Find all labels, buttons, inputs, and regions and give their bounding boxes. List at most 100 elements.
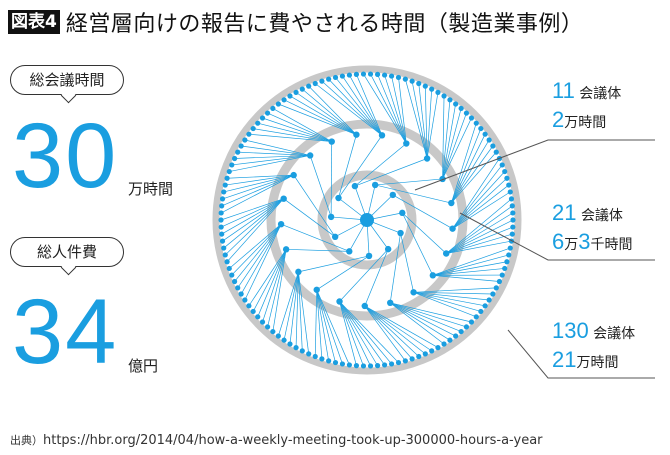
meeting-dot bbox=[280, 195, 287, 202]
meeting-dot bbox=[335, 194, 342, 202]
connector-line bbox=[339, 301, 357, 366]
meeting-dot bbox=[463, 110, 470, 116]
meeting-dot bbox=[235, 149, 241, 155]
connector-line bbox=[278, 271, 299, 337]
connector-line bbox=[450, 128, 482, 204]
meeting-dot bbox=[290, 171, 297, 179]
ring-label-outer: 130 会議体 21万時間 bbox=[552, 318, 636, 372]
meeting-dot bbox=[226, 265, 232, 272]
connector-line bbox=[364, 305, 413, 360]
connector-line bbox=[451, 139, 490, 204]
meeting-dot bbox=[447, 337, 453, 343]
meeting-dot bbox=[507, 245, 513, 251]
connector-line bbox=[432, 268, 505, 276]
meeting-dot bbox=[502, 265, 508, 272]
source: 出典）https://hbr.org/2014/04/how-a-weekly-… bbox=[10, 433, 543, 448]
connector-line bbox=[234, 155, 311, 159]
connector-line bbox=[445, 198, 512, 254]
connector-line bbox=[293, 174, 336, 237]
connector-line bbox=[314, 289, 318, 357]
connector-line bbox=[316, 289, 343, 365]
meeting-dot bbox=[224, 259, 230, 265]
meeting-dot bbox=[238, 143, 244, 149]
meeting-dot bbox=[282, 246, 290, 253]
connector-line bbox=[338, 135, 383, 199]
meeting-dot bbox=[219, 231, 225, 237]
meeting-dot bbox=[482, 131, 488, 137]
meeting-dot bbox=[435, 344, 441, 351]
meeting-dot bbox=[229, 162, 235, 168]
meeting-dot bbox=[458, 105, 464, 112]
ring-label-middle: 21 会議体 6万3千時間 bbox=[552, 200, 633, 254]
meeting-dot bbox=[264, 324, 271, 330]
meeting-dot bbox=[402, 358, 408, 364]
meeting-dot bbox=[416, 80, 422, 87]
connector-line bbox=[221, 174, 294, 207]
meeting-dot bbox=[222, 182, 228, 188]
connector-line bbox=[237, 151, 311, 156]
meeting-hours-value: 30 bbox=[12, 105, 119, 207]
meeting-dot bbox=[313, 286, 320, 293]
connector-line bbox=[289, 271, 299, 345]
meeting-dot bbox=[264, 110, 271, 116]
meeting-dot bbox=[463, 324, 470, 330]
connector-line bbox=[354, 143, 407, 187]
connector-line bbox=[262, 249, 287, 323]
meeting-dot bbox=[226, 168, 232, 175]
ring-0 bbox=[317, 170, 417, 270]
meeting-dot bbox=[238, 291, 244, 297]
meeting-dot bbox=[242, 297, 248, 303]
meeting-dot bbox=[229, 272, 235, 278]
connector-line bbox=[328, 78, 383, 136]
meeting-dot bbox=[312, 80, 318, 87]
connector-line bbox=[363, 73, 407, 144]
meeting-dot bbox=[246, 303, 252, 309]
meeting-dot bbox=[367, 71, 374, 77]
meeting-dot bbox=[493, 285, 499, 291]
source-url[interactable]: https://hbr.org/2014/04/how-a-weekly-mee… bbox=[43, 433, 543, 448]
meeting-dot bbox=[449, 225, 456, 232]
connector-line bbox=[442, 99, 451, 179]
meeting-dot bbox=[336, 298, 343, 305]
connector-line bbox=[424, 86, 428, 159]
meeting-dot bbox=[360, 363, 367, 369]
connector-line bbox=[339, 301, 385, 366]
title-text: 経営層向けの報告に費やされる時間（製造業事例） bbox=[65, 12, 584, 37]
meeting-dot bbox=[287, 341, 293, 347]
connector-line bbox=[356, 74, 383, 136]
connector-line bbox=[222, 198, 284, 242]
meeting-dot bbox=[299, 86, 305, 92]
connector-line bbox=[316, 289, 336, 363]
meeting-dot bbox=[275, 333, 281, 339]
connector-line bbox=[257, 122, 332, 142]
meeting-dot bbox=[306, 351, 312, 357]
personnel-cost-value: 34 bbox=[12, 281, 119, 383]
meeting-dot bbox=[416, 353, 422, 360]
meeting-dot bbox=[222, 252, 228, 258]
meeting-dot bbox=[510, 224, 516, 230]
meeting-dot bbox=[482, 303, 488, 309]
connector-line bbox=[426, 89, 433, 159]
meeting-dot bbox=[506, 252, 512, 258]
connector-line bbox=[283, 99, 357, 135]
meeting-dot bbox=[506, 182, 512, 188]
meeting-dot bbox=[447, 97, 453, 103]
meeting-dot bbox=[410, 289, 417, 296]
connector-line bbox=[375, 178, 443, 186]
connector-line bbox=[442, 108, 462, 180]
meeting-dot bbox=[353, 363, 360, 369]
connector-line bbox=[257, 249, 287, 317]
personnel-cost-unit: 億円 bbox=[128, 357, 159, 375]
meeting-dot bbox=[509, 203, 515, 209]
figure-title: 図表4 経営層向けの報告に費やされる時間（製造業事例） bbox=[8, 6, 583, 38]
meeting-dot bbox=[218, 224, 224, 230]
connector-line bbox=[339, 301, 399, 363]
meeting-dot bbox=[468, 319, 475, 325]
connector-line bbox=[280, 223, 350, 252]
meeting-dot bbox=[367, 363, 374, 369]
connector-line bbox=[452, 177, 508, 229]
connector-line bbox=[411, 81, 428, 159]
meeting-dot bbox=[473, 314, 479, 320]
meeting-dot bbox=[293, 89, 299, 96]
